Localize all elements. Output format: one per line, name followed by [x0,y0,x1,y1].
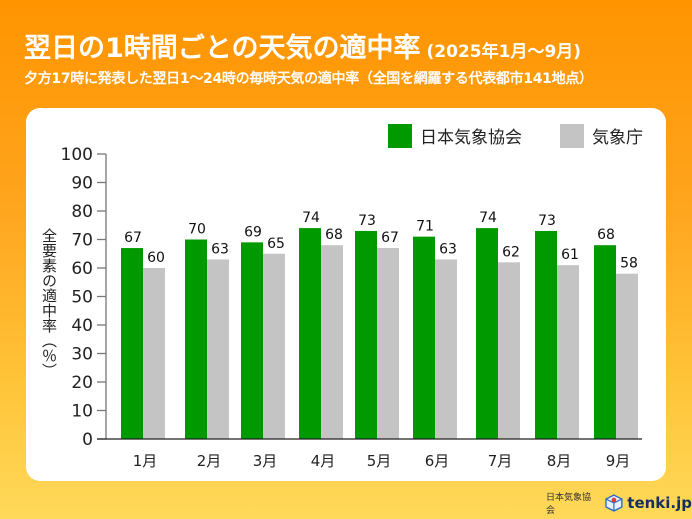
x-tick-label: 8月 [547,452,572,470]
data-label-jma: 65 [267,236,285,252]
bar-jma [377,248,399,439]
data-label-jwa: 67 [124,230,142,246]
x-tick-label: 3月 [253,452,278,470]
y-axis-label: 全要素の適中率（％） [40,228,58,378]
x-tick-label: 4月 [311,452,336,470]
footer-brand: tenki.jp [627,494,692,512]
y-tick-label: 90 [71,174,93,194]
data-label-jwa: 68 [597,227,615,243]
bar-jma [263,253,285,439]
y-tick-label: 30 [71,345,93,365]
x-tick-label: 6月 [425,452,450,470]
legend-label-jma: 気象庁 [592,128,643,148]
x-tick-label: 2月 [197,452,222,470]
x-tick-label: 9月 [606,452,631,470]
data-label-jma: 60 [147,250,165,266]
y-tick-label: 70 [71,231,93,251]
bar-jwa [241,242,263,439]
tenki-logo-icon [605,494,623,512]
data-label-jwa: 70 [188,222,206,238]
footer-org: 日本気象協会 [546,493,592,516]
data-label-jma: 61 [561,247,579,263]
data-label-jma: 62 [502,244,520,260]
x-tick-label: 5月 [367,452,392,470]
data-label-jma: 68 [325,227,343,243]
bar-jma [143,268,165,439]
bar-jma [616,273,638,439]
y-tick-label: 20 [71,373,93,393]
bar-jwa [476,228,498,439]
page-title: 翌日の1時間ごとの天気の適中率 (2025年1月～9月) [24,26,581,65]
bar-jma [435,259,457,439]
data-label-jma: 63 [211,241,229,257]
bar-jwa [413,236,435,439]
legend-label-jwa: 日本気象協会 [420,128,522,148]
legend-swatch-jwa [388,123,412,148]
y-tick-label: 10 [71,402,93,422]
y-tick-label: 50 [71,288,93,308]
data-label-jwa: 73 [538,213,556,229]
title-period: (2025年1月～9月) [426,42,582,62]
bar-jwa [535,230,557,439]
x-tick-label: 1月 [133,452,158,470]
legend-swatch-jma [560,123,584,148]
data-label-jwa: 74 [302,210,320,226]
chart-legend: 日本気象協会 気象庁 [388,123,681,148]
data-label-jma: 58 [620,256,638,272]
y-tick-label: 100 [61,145,93,165]
x-tick-label: 7月 [488,452,513,470]
y-tick-label: 40 [71,316,93,336]
bar-jma [498,262,520,439]
data-label-jma: 67 [381,230,399,246]
bar-jma [557,265,579,439]
data-label-jwa: 73 [358,213,376,229]
page-subtitle: 夕方17時に発表した翌日1～24時の毎時天気の適中率（全国を網羅する代表都市14… [24,71,593,87]
legend-item-jwa: 日本気象協会 [388,123,522,148]
bar-jwa [121,248,143,439]
bar-jwa [185,239,207,439]
y-tick-label: 0 [82,430,93,450]
footer: 日本気象協会 tenki.jp [546,490,692,516]
data-label-jwa: 69 [244,224,262,240]
legend-item-jma: 気象庁 [560,123,643,148]
data-label-jwa: 74 [479,210,497,226]
bar-jwa [594,245,616,439]
bar-jma [207,259,229,439]
y-tick-label: 80 [71,202,93,222]
data-label-jwa: 71 [416,219,434,235]
bar-jwa [299,228,321,439]
y-tick-label: 60 [71,259,93,279]
data-label-jma: 63 [439,241,457,257]
title-main: 翌日の1時間ごとの天気の適中率 [24,33,421,64]
bar-jwa [355,230,377,439]
bar-jma [321,245,343,439]
